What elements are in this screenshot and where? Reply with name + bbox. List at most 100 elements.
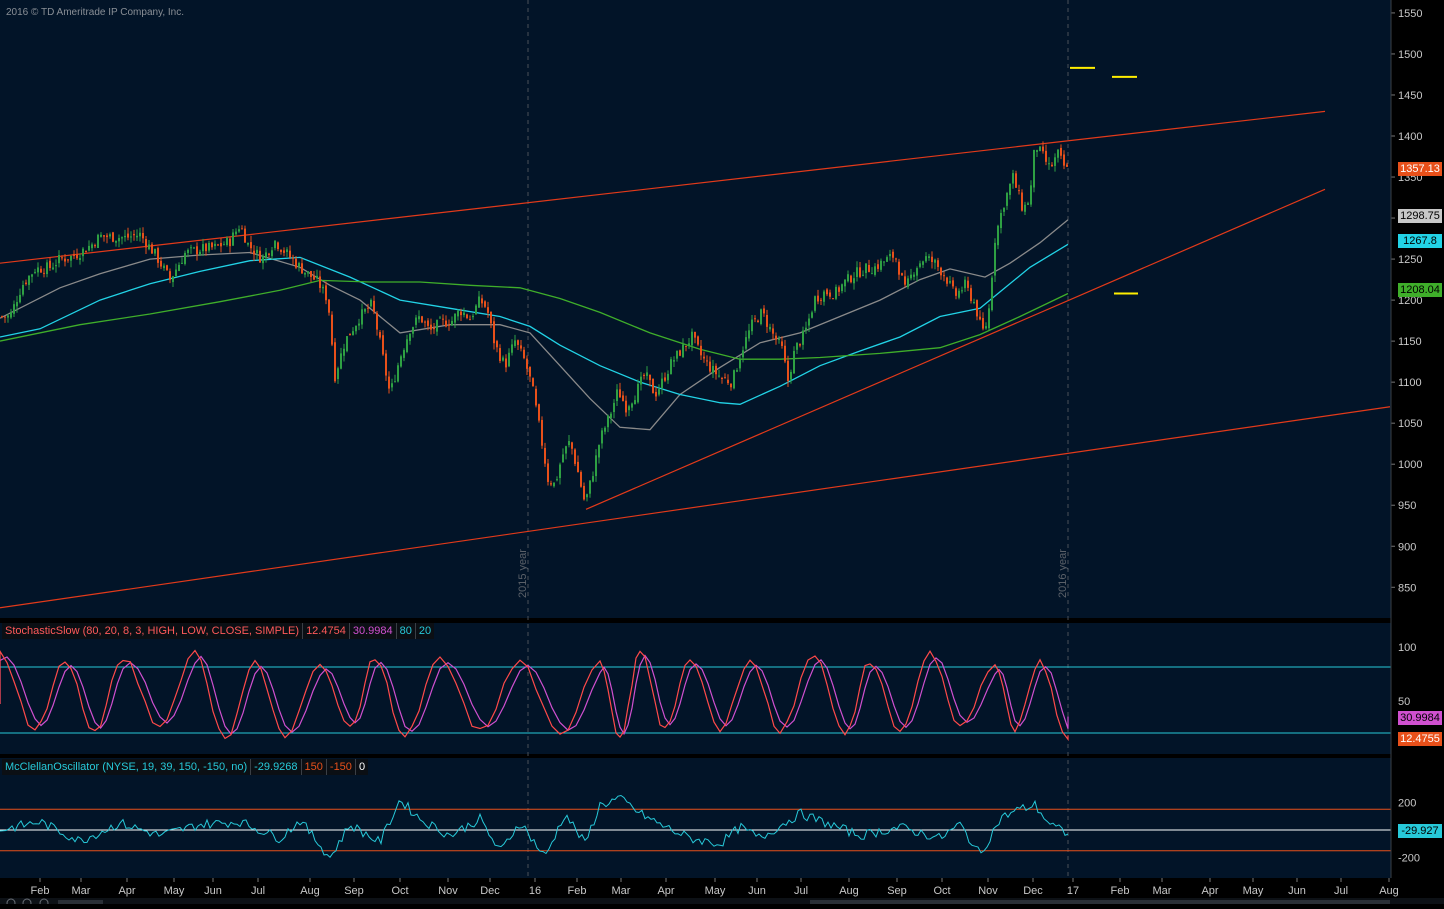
candle-body: [112, 232, 114, 242]
candle-body: [1003, 207, 1005, 212]
moving-average-line: [0, 219, 1069, 431]
candle-body: [58, 254, 60, 264]
price-tick-label: 1400: [1398, 131, 1422, 143]
candle-body: [70, 255, 72, 261]
candle-body: [208, 242, 210, 251]
candle-body: [364, 309, 366, 312]
candle-body: [712, 365, 714, 374]
candle-body: [1024, 204, 1026, 212]
candle-body: [631, 403, 633, 408]
candle-body: [643, 374, 645, 376]
candle-body: [385, 353, 387, 376]
candle-body: [985, 326, 987, 329]
candle-body: [979, 316, 981, 320]
candle-body: [802, 330, 804, 345]
candle-body: [679, 350, 681, 356]
candle-body: [994, 242, 996, 276]
candle-body: [367, 307, 369, 309]
candle-body: [544, 447, 546, 464]
candle-body: [484, 301, 486, 307]
candle-body: [943, 275, 945, 277]
copyright-notice: 2016 © TD Ameritrade IP Company, Inc.: [6, 7, 184, 18]
stochastic-legend[interactable]: StochasticSlow (80, 20, 8, 3, HIGH, LOW,…: [2, 623, 435, 639]
candle-body: [307, 271, 309, 274]
stochastic-k-line: [0, 649, 1069, 742]
price-panel[interactable]: [0, 0, 1391, 618]
candle-body: [253, 250, 255, 255]
mcclellan-legend[interactable]: McClellanOscillator (NYSE, 19, 39, 150, …: [2, 759, 369, 775]
candle-body: [460, 311, 462, 316]
year-marker-label: 2016 year: [1057, 549, 1069, 598]
moving-average-line: [0, 243, 1069, 405]
candle-body: [247, 242, 249, 245]
candle-body: [1036, 150, 1038, 152]
candle-body: [412, 327, 414, 334]
candle-body: [796, 342, 798, 350]
candle-body: [379, 332, 381, 338]
candle-body: [73, 254, 75, 256]
candle-body: [190, 247, 192, 249]
candle-body: [844, 279, 846, 287]
scrollbar-thumb[interactable]: [58, 900, 103, 904]
candle-body: [838, 287, 840, 292]
candle-body: [661, 378, 663, 388]
candle-body: [1000, 212, 1002, 229]
mcclellan-label: McClellanOscillator (NYSE, 19, 39, 150, …: [2, 759, 252, 775]
candle-body: [988, 308, 990, 329]
candle-body: [61, 257, 63, 259]
time-tick-label: Jun: [1288, 885, 1306, 897]
candle-body: [103, 235, 105, 237]
candle-body: [859, 267, 861, 277]
candle-body: [1048, 163, 1050, 165]
candle-body: [10, 312, 12, 318]
candle-body: [823, 291, 825, 302]
candle-body: [718, 375, 720, 377]
candle-body: [319, 276, 321, 288]
candle-body: [931, 256, 933, 263]
candle-body: [763, 308, 765, 314]
candle-body: [970, 288, 972, 302]
mcclellan-panel[interactable]: [0, 758, 1391, 878]
time-tick-label: Jul: [251, 885, 265, 897]
candle-body: [541, 419, 543, 446]
time-tick-label: Nov: [438, 885, 458, 897]
candle-body: [64, 258, 66, 262]
candle-body: [4, 316, 6, 318]
candle-body: [811, 312, 813, 318]
candle-body: [871, 273, 873, 275]
candle-body: [79, 257, 81, 260]
candle-body: [1063, 154, 1065, 166]
candle-body: [382, 335, 384, 355]
candle-body: [547, 463, 549, 482]
candle-body: [742, 350, 744, 358]
candle-body: [313, 275, 315, 280]
candle-body: [487, 307, 489, 313]
candle-body: [553, 482, 555, 487]
candle-body: [55, 264, 57, 267]
mcclellan-lower-value: -150: [327, 759, 356, 775]
candle-body: [1042, 146, 1044, 152]
candle-body: [748, 330, 750, 339]
price-tick-label: 950: [1398, 500, 1416, 512]
candle-body: [400, 356, 402, 367]
candle-body: [682, 344, 684, 358]
candle-body: [121, 237, 123, 239]
stochastic-tag: 30.9984: [1398, 711, 1442, 725]
candle-body: [202, 244, 204, 252]
candle-body: [262, 256, 264, 264]
candle-body: [556, 479, 558, 481]
scrollbar-track[interactable]: [810, 900, 1390, 904]
candle-body: [511, 344, 513, 353]
candle-body: [265, 252, 267, 258]
candle-body: [526, 358, 528, 369]
price-tick-label: 1150: [1398, 336, 1422, 348]
candle-body: [1033, 149, 1035, 188]
candle-body: [697, 336, 699, 345]
candle-body: [646, 372, 648, 376]
candle-body: [100, 234, 102, 237]
candle-body: [619, 389, 621, 398]
time-tick-label: Dec: [1023, 885, 1043, 897]
candle-body: [175, 269, 177, 277]
candle-body: [316, 275, 318, 279]
